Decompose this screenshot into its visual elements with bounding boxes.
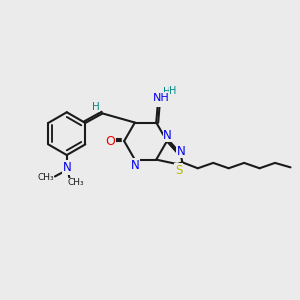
Text: N: N bbox=[153, 93, 162, 106]
Text: N: N bbox=[177, 145, 186, 158]
Text: N: N bbox=[131, 159, 140, 172]
Text: H: H bbox=[169, 86, 177, 96]
Text: NH: NH bbox=[153, 93, 170, 103]
Text: H: H bbox=[92, 102, 100, 112]
Text: N: N bbox=[163, 129, 172, 142]
Text: H: H bbox=[164, 87, 171, 97]
Text: N: N bbox=[62, 161, 71, 174]
Text: CH₃: CH₃ bbox=[37, 173, 54, 182]
Text: S: S bbox=[175, 164, 182, 176]
Text: O: O bbox=[106, 135, 116, 148]
Text: CH₃: CH₃ bbox=[68, 178, 85, 188]
